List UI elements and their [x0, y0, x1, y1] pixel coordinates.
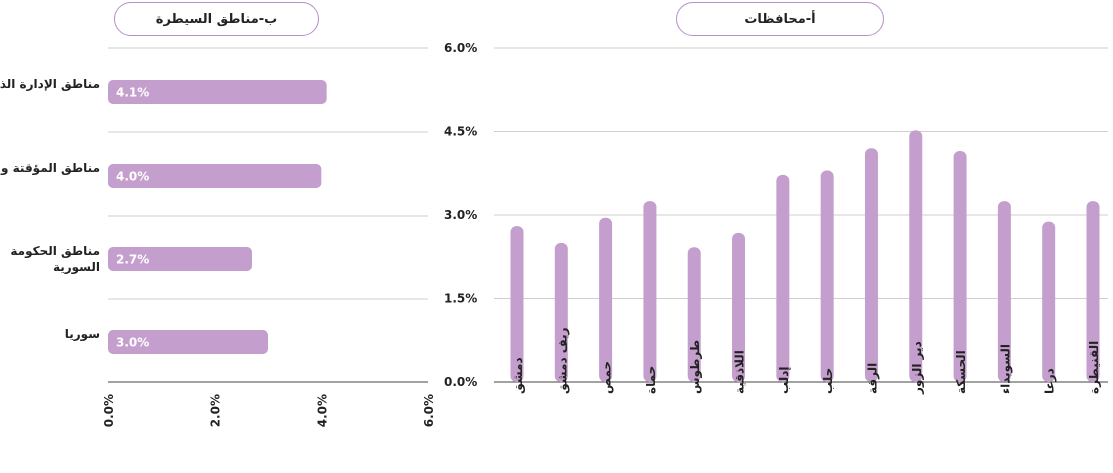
x-tick-label-a: ريف دمشق [555, 327, 569, 394]
bar-a [599, 217, 613, 382]
x-tick-label-a: حماة [644, 366, 658, 394]
category-label-b: مناطق المؤقتة والإنقاذ [0, 161, 100, 175]
bar-value-label: 3.0% [116, 336, 149, 350]
bar-a [554, 242, 568, 382]
bar-a [909, 130, 923, 382]
x-tick-label-a: درعا [1043, 368, 1057, 394]
bar-a [687, 247, 701, 382]
category-label-b: مناطق الإدارة الذاتية [0, 77, 100, 91]
bar-a [732, 232, 746, 382]
x-tick-label-a: السويداء [998, 344, 1013, 394]
y-tick-label-a: 6.0% [444, 41, 477, 55]
bar-a [953, 150, 967, 382]
x-tick-label-a: القنيطرة [1087, 341, 1101, 394]
bar-a [643, 201, 657, 382]
bar-value-label: 4.0% [116, 170, 149, 184]
bar-a [510, 226, 524, 382]
bar-a [864, 148, 878, 382]
bar-a [997, 201, 1011, 382]
category-label-b: سوريا [64, 327, 100, 341]
bar-b [108, 247, 252, 271]
bar-value-label: 4.1% [116, 86, 149, 100]
x-tick-label-b: 0.0% [102, 394, 116, 427]
x-tick-label-b: 4.0% [315, 394, 329, 427]
bar-a [1042, 221, 1056, 382]
x-tick-label-a: دمشق [511, 357, 525, 394]
bar-a [1086, 201, 1100, 382]
y-tick-label-a: 4.5% [444, 125, 477, 139]
y-tick-label-a: 1.5% [444, 292, 477, 306]
category-label-b: مناطق الحكومة السورية [10, 244, 100, 274]
bar-a [820, 170, 834, 382]
y-tick-label-a: 0.0% [444, 375, 477, 389]
x-tick-label-a: طرطوس [688, 340, 703, 394]
x-tick-label-a: إدلب [777, 367, 791, 394]
bar-b [108, 164, 322, 188]
x-tick-label-b: 6.0% [422, 394, 436, 427]
panel-a-title: أ-محافظات [676, 2, 884, 36]
bar-value-label: 2.7% [116, 253, 149, 267]
x-tick-label-a: الحسكة [954, 350, 968, 394]
x-tick-label-b: 2.0% [209, 394, 223, 427]
x-tick-label-a: اللاذقية [733, 350, 747, 394]
y-tick-label-a: 3.0% [444, 208, 477, 222]
bar-a [776, 174, 790, 382]
bar-b [108, 330, 268, 354]
x-tick-label-a: دير الزور [910, 341, 925, 395]
x-tick-label-a: الرقة [865, 363, 879, 394]
x-tick-label-a: حلب [821, 368, 835, 394]
x-tick-label-a: حمص [600, 361, 614, 394]
bar-b [108, 80, 327, 104]
panel-b-title: ب-مناطق السيطرة [114, 2, 319, 36]
